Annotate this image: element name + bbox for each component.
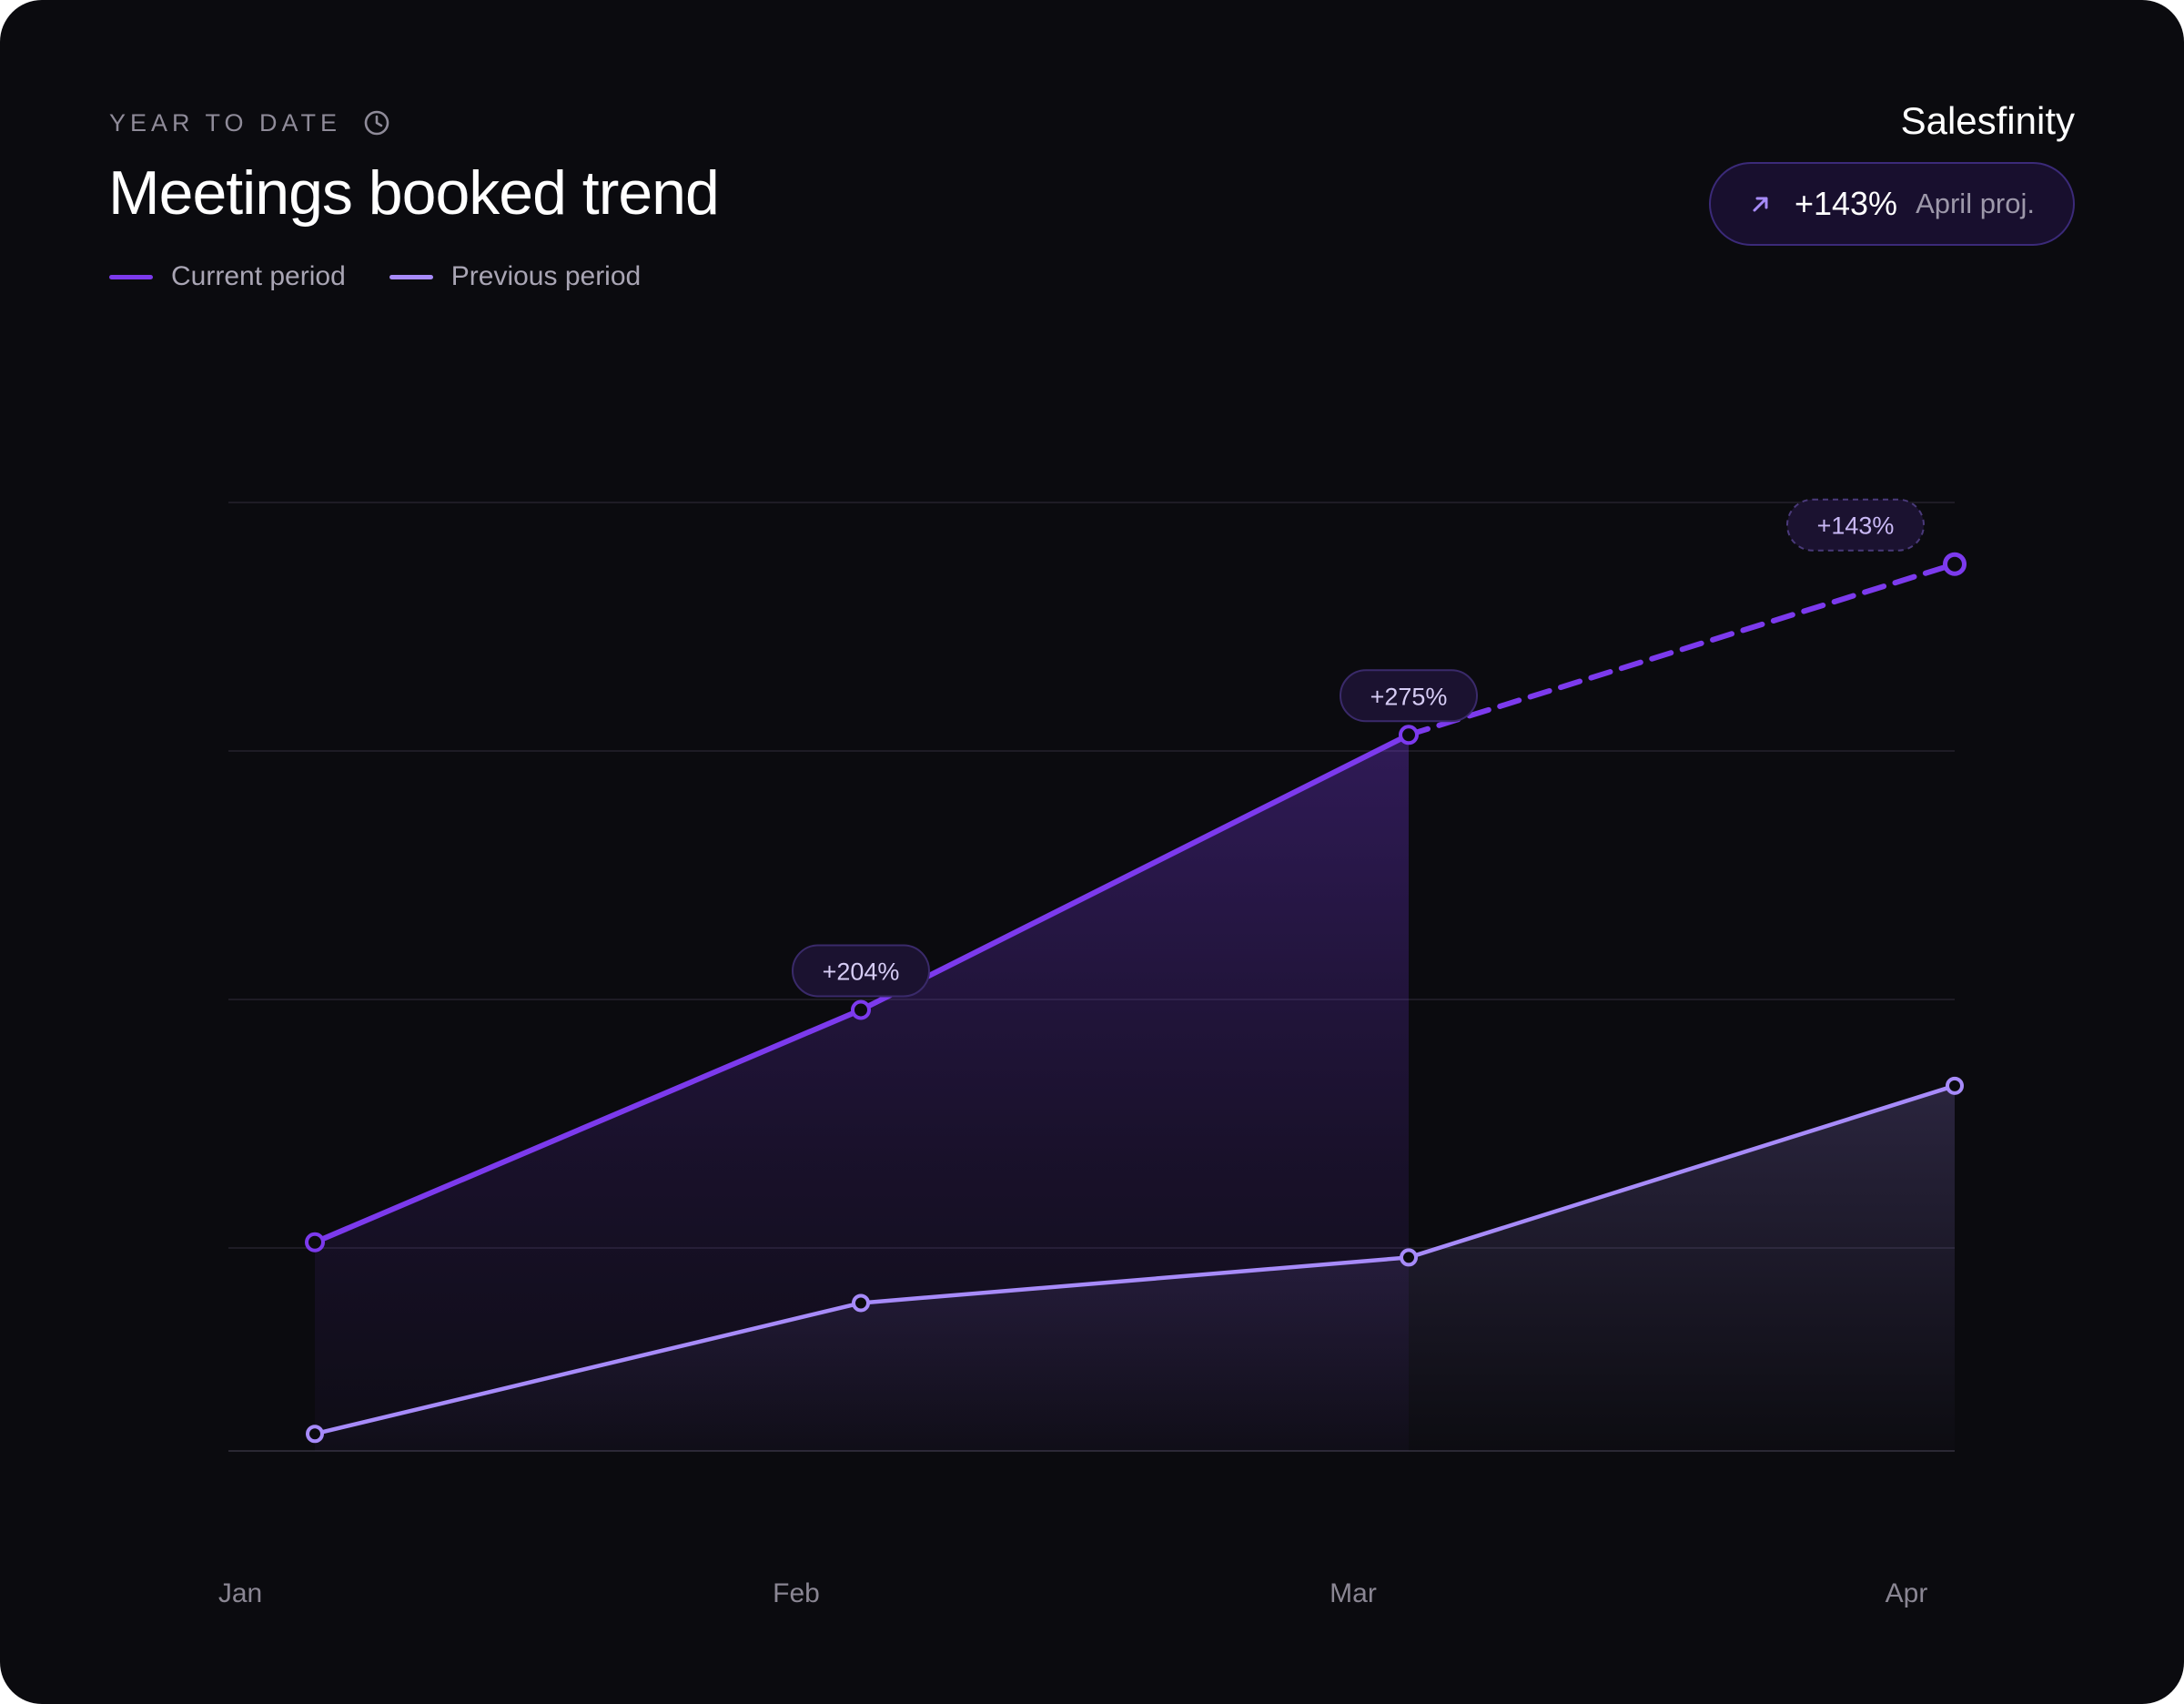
data-point-current <box>1399 725 1419 746</box>
legend-label-current: Current period <box>171 261 346 291</box>
data-label-badge <box>792 944 930 998</box>
legend-swatch-previous <box>389 274 433 279</box>
x-tick-label: Feb <box>773 1578 820 1608</box>
data-label: +275% <box>1370 683 1448 710</box>
arrow-up-right-icon <box>1753 197 1768 212</box>
data-point-current <box>851 999 871 1020</box>
data-point-current <box>305 1232 325 1253</box>
eyebrow: YEAR TO DATE <box>109 107 390 138</box>
series-line-projection <box>1406 561 1957 738</box>
data-label: +143% <box>1817 512 1895 540</box>
projection-caption: April proj. <box>1916 188 2035 219</box>
x-tick-label: Mar <box>1330 1578 1377 1608</box>
legend-label-previous: Previous period <box>450 261 642 291</box>
x-tick-label: Apr <box>1886 1578 1928 1608</box>
brand-name: Salesfinity <box>1900 99 2075 142</box>
projection-value: +143% <box>1794 185 1898 222</box>
chart-legend: Current period Previous period <box>109 259 684 295</box>
series-line-previous-period <box>312 1083 1957 1436</box>
x-tick-label: Jan <box>218 1578 262 1608</box>
data-point-previous <box>1400 1248 1418 1267</box>
area-current-period <box>315 735 1409 1451</box>
data-point-previous <box>1946 1076 1964 1095</box>
data-label-badge <box>1786 498 1925 552</box>
data-point-previous <box>852 1293 870 1313</box>
data-label-badge <box>1340 669 1478 723</box>
legend-swatch-current <box>109 274 153 279</box>
data-point-current <box>1943 552 1967 576</box>
legend-item-current[interactable]: Current period <box>109 259 346 295</box>
clock-icon[interactable] <box>363 109 390 137</box>
projection-pill[interactable]: +143% April proj. <box>1708 162 2075 246</box>
eyebrow-label: YEAR TO DATE <box>109 109 342 137</box>
data-point-previous <box>306 1425 324 1444</box>
data-label: +204% <box>823 958 900 985</box>
legend-item-previous[interactable]: Previous period <box>389 259 641 295</box>
page-title: Meetings booked trend <box>108 158 720 228</box>
